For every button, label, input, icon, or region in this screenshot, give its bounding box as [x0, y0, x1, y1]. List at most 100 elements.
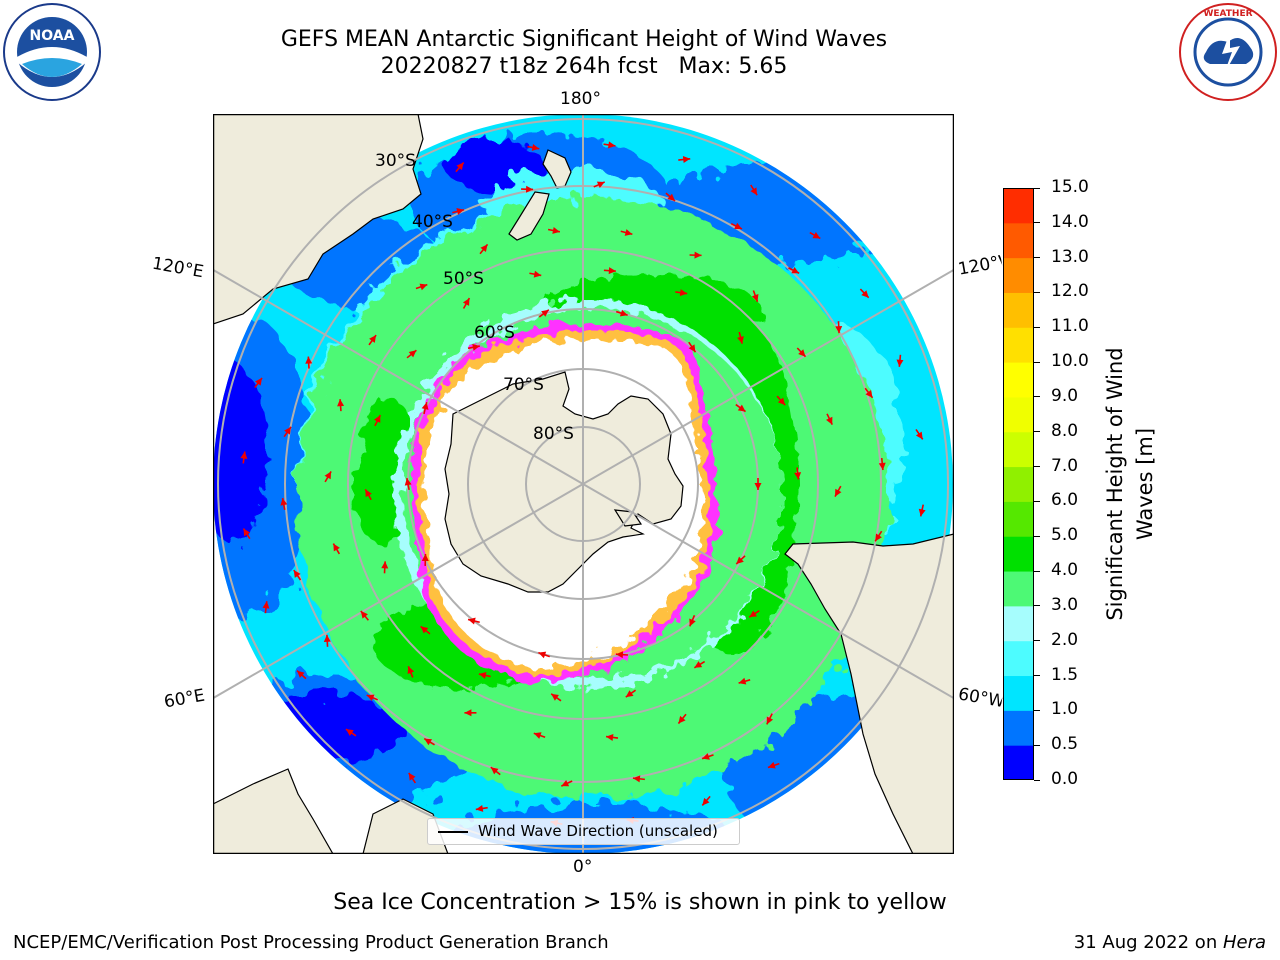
wind-arrow-head [667, 193, 675, 201]
wind-arrow-head [737, 336, 744, 344]
wind-arrow-head [878, 462, 886, 470]
colorbar-tick-label: 1.0 [1051, 699, 1079, 720]
wind-arrow-head [682, 156, 691, 164]
colorbar-segment [1003, 327, 1034, 363]
colorbar-tick [1034, 361, 1040, 363]
wind-arrow-head [737, 404, 746, 412]
footer-machine: Hera [1222, 932, 1266, 953]
footer-date-text: 31 Aug 2022 on [1073, 932, 1223, 953]
wind-arrow-head [561, 779, 570, 787]
wind-arrow-head [296, 670, 305, 678]
wind-arrow-head [408, 772, 416, 781]
colorbar-tick [1034, 640, 1040, 642]
wind-arrow-head [608, 267, 616, 275]
wind-arrow-head [619, 309, 628, 317]
colorbar-tick [1034, 222, 1040, 224]
wind-arrow-head [754, 483, 762, 490]
colorbar-segment [1003, 571, 1034, 607]
colorbar-segment [1003, 292, 1034, 328]
colorbar-tick-label: 1.5 [1051, 664, 1079, 685]
colorbar-title-line2: Waves [m] [1133, 427, 1157, 541]
wind-arrow-head [472, 343, 480, 351]
colorbar-tick-label: 0.5 [1051, 734, 1079, 755]
wind-arrow-head [625, 690, 634, 698]
page-title: GEFS MEAN Antarctic Significant Height o… [280, 27, 888, 52]
colorbar-tick-label: 13.0 [1051, 246, 1089, 267]
lon-label-60w: 60°W [956, 684, 1004, 712]
wind-arrow-head [738, 677, 747, 685]
wind-arrow-head [736, 556, 744, 565]
footer-credit: NCEP/EMC/Verification Post Processing Pr… [13, 932, 609, 953]
wind-arrow-head [284, 426, 292, 435]
colorbar-tick [1034, 326, 1040, 328]
noaa-logo-icon: NOAA [3, 3, 101, 101]
wind-arrow-head [407, 666, 415, 675]
lon-label-120e: 120°E [150, 253, 206, 283]
wind-arrow-head [262, 601, 270, 609]
wind-arrow-head [365, 489, 372, 498]
wind-arrow-head [456, 162, 464, 171]
legend-line-icon [438, 831, 468, 833]
wind-arrow-head [305, 356, 313, 364]
lon-label-60e: 60°E [162, 685, 207, 713]
wind-arrow-head [468, 617, 476, 625]
noaa-logo-text: NOAA [30, 28, 75, 44]
wind-arrow-head [767, 761, 776, 769]
wind-arrow-head [812, 231, 821, 239]
wind-arrow-head [490, 767, 499, 775]
colorbar-tick-label: 15.0 [1051, 177, 1089, 197]
colorbar-tick-label: 7.0 [1051, 455, 1079, 476]
wind-arrow-head [632, 775, 641, 783]
wind-arrow-head [478, 672, 487, 679]
wind-arrow-head [464, 709, 472, 717]
wind-arrow-head [826, 416, 833, 425]
wind-arrow-head [688, 344, 696, 353]
wind-arrow-head [624, 229, 633, 236]
wind-arrow-head [835, 488, 842, 497]
colorbar-tick-label: 3.0 [1051, 594, 1079, 615]
wind-arrow-head [551, 693, 559, 701]
colorbar-title-line1: Significant Height of Wind [1103, 347, 1127, 621]
wind-arrow-head [608, 141, 616, 149]
colorbar-tick-label: 5.0 [1051, 525, 1079, 546]
wind-arrow-head [374, 415, 381, 423]
wind-arrow-head [689, 618, 696, 627]
wind-arrow-head [424, 738, 433, 746]
wind-arrow-head [751, 294, 759, 302]
wind-arrow-head [240, 451, 248, 459]
colorbar-segment [1003, 536, 1034, 572]
colorbar-tick [1034, 744, 1040, 746]
wind-arrow-head [702, 753, 710, 760]
colorbar-tick [1034, 500, 1040, 502]
wind-arrow-head [421, 402, 429, 410]
colorbar-segment [1003, 222, 1034, 259]
colorbar-tick [1034, 291, 1040, 293]
wind-arrow-head [381, 561, 389, 569]
wind-arrow-head [419, 283, 428, 291]
lon-label-180: 180° [560, 89, 601, 109]
colorbar-border [1003, 188, 1034, 780]
wind-arrow-head [694, 661, 703, 668]
wind-arrow-head [541, 309, 549, 317]
wind-arrow-head [794, 472, 802, 480]
colorbar-segment [1003, 396, 1034, 433]
colorbar-segment [1003, 640, 1034, 677]
wind-arrow-head [918, 508, 926, 517]
lat-label-70s: 70°S [503, 375, 544, 395]
lon-label-120w: 120°W [956, 252, 1004, 280]
wind-arrow-head [702, 797, 710, 806]
wind-arrow-head [749, 610, 758, 618]
wind-arrow-head [835, 326, 843, 334]
wind-arrow-head [480, 244, 488, 253]
colorbar-tick [1034, 431, 1040, 433]
wind-arrow-head [615, 651, 624, 659]
colorbar-tick-label: 6.0 [1051, 490, 1079, 511]
colorbar-tick-label: 0.0 [1051, 769, 1079, 789]
wind-arrow-head [243, 528, 251, 537]
colorbar-tick-label: 12.0 [1051, 281, 1089, 302]
lon-label-0: 0° [573, 857, 593, 877]
colorbar-segment [1003, 501, 1034, 537]
footer-date: 31 Aug 2022 on Hera [1074, 932, 1266, 953]
wind-arrow-head [533, 270, 542, 278]
wind-arrow-head [420, 626, 429, 634]
